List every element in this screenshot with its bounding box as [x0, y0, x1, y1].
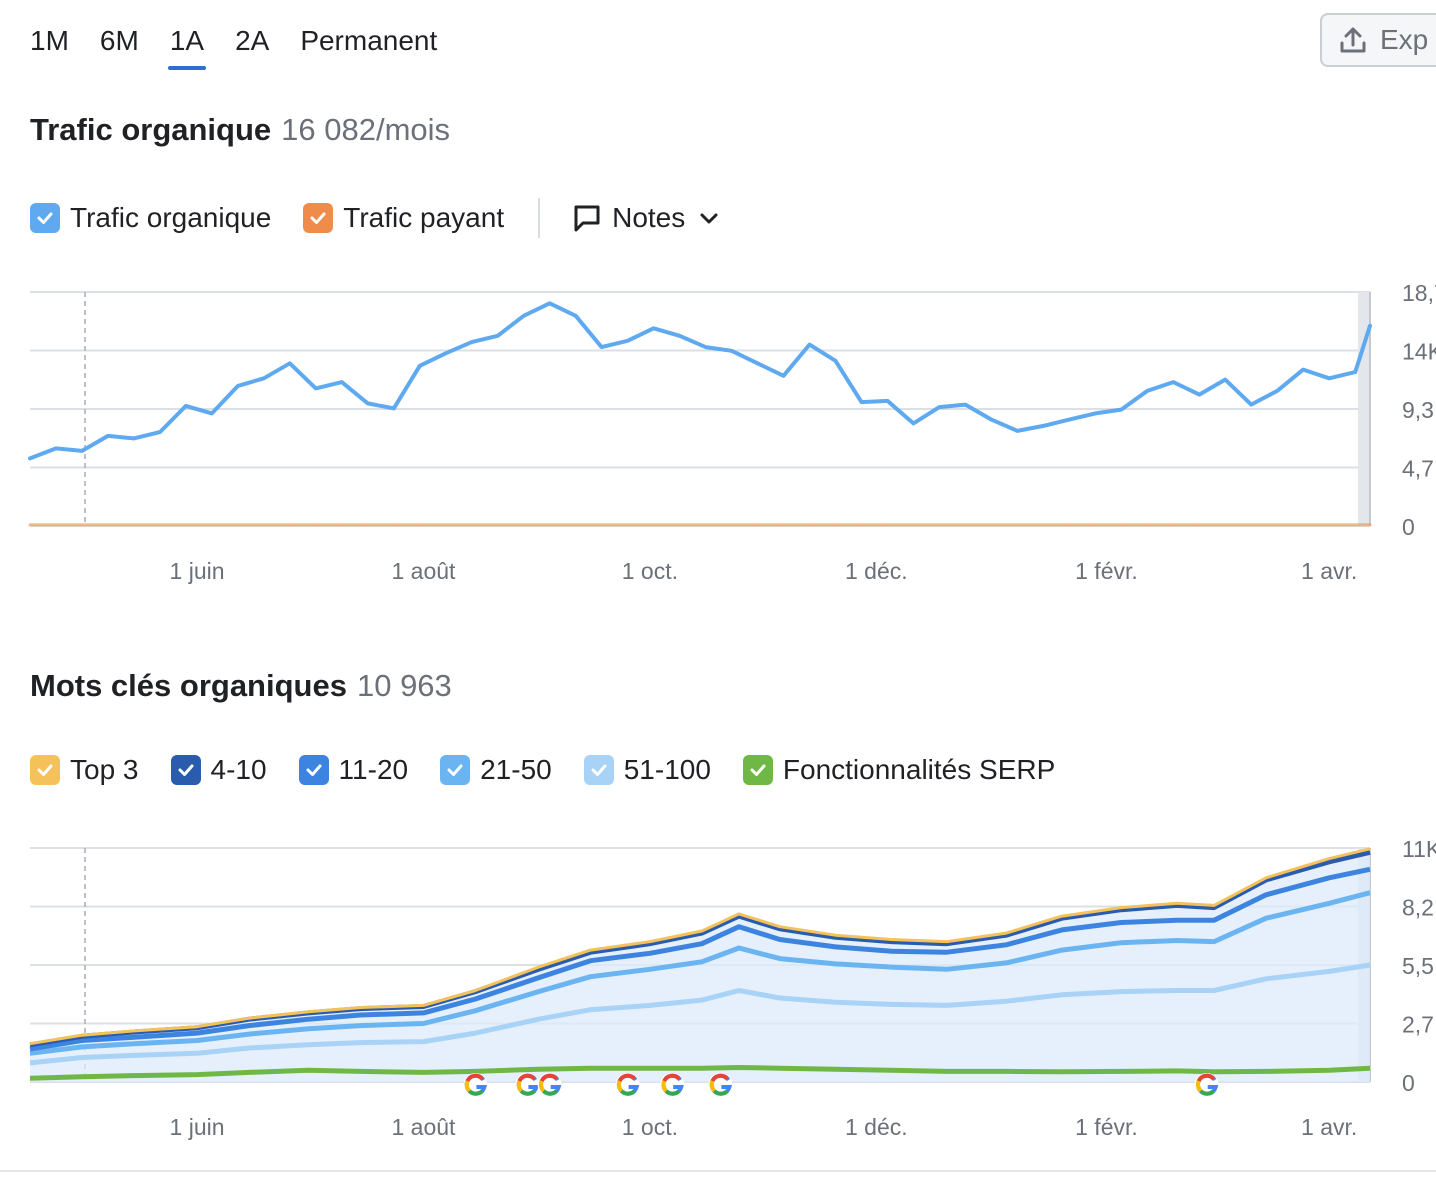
legend-fonctionnalit-s-serp[interactable]: Fonctionnalités SERP [742, 754, 1056, 786]
legend-trafic-organique[interactable]: Trafic organique [30, 202, 271, 234]
upload-icon [1340, 27, 1366, 53]
google-icon[interactable] [615, 1073, 640, 1097]
y-tick-label: 0 [1402, 514, 1415, 540]
keywords-title-label: Mots clés organiques [30, 668, 347, 703]
checkbox-icon [30, 755, 60, 785]
export-label: Exp [1380, 24, 1429, 55]
series-line-11-20 [29, 866, 1371, 1052]
x-tick-label: 1 févr. [1075, 558, 1138, 584]
keywords-title-value: 10 963 [356, 668, 452, 703]
legend-label: Trafic organique [70, 202, 272, 233]
legend-21-50[interactable]: 21-50 [440, 754, 552, 786]
tab-6m[interactable]: 6M [99, 25, 139, 56]
checkbox-icon [742, 755, 773, 785]
checkbox-icon [583, 755, 614, 785]
y-tick-label: 14K [1402, 339, 1436, 365]
tab-permanent[interactable]: Permanent [300, 25, 438, 56]
notes-dropdown[interactable]: Notes [572, 202, 721, 234]
x-tick-label: 1 août [391, 1114, 456, 1140]
legend-4-10[interactable]: 4-10 [170, 754, 267, 786]
divider [0, 1170, 1436, 1172]
x-tick-label: 1 juin [170, 558, 225, 584]
legend-label: 11-20 [338, 754, 409, 785]
x-tick-label: 1 févr. [1075, 1114, 1138, 1140]
google-icon[interactable] [660, 1073, 685, 1097]
legend-label: Fonctionnalités SERP [782, 754, 1056, 785]
checkbox-icon [303, 203, 334, 233]
traffic-title-value: 16 082/mois [281, 112, 451, 147]
legend-11-20[interactable]: 11-20 [298, 754, 409, 786]
y-tick-label: 8,2 [1402, 895, 1434, 921]
series-line-top-3 [29, 847, 1371, 1046]
traffic-title: Trafic organique 16 082/mois [30, 112, 450, 148]
keywords-legend: Top 3 4-10 11-20 21-50 51-100 Fonctionnalités… [30, 754, 1087, 786]
chevron-down-icon [700, 213, 718, 224]
legend-trafic-payant[interactable]: Trafic payant [303, 202, 504, 234]
y-tick-label: 9,3 [1402, 397, 1434, 423]
y-tick-label: 0 [1402, 1070, 1415, 1096]
notes-label: Notes [612, 202, 686, 233]
legend-label: 4-10 [210, 754, 267, 785]
comment-icon [574, 205, 600, 232]
google-icon[interactable] [708, 1073, 733, 1097]
x-tick-label: 1 oct. [622, 558, 678, 584]
checkbox-icon [170, 755, 201, 785]
legend-51-100[interactable]: 51-100 [583, 754, 711, 786]
y-tick-label: 5,5 [1402, 953, 1434, 979]
y-tick-label: 4,7 [1402, 456, 1434, 482]
x-tick-label: 1 déc. [845, 1114, 908, 1140]
legend-top-3[interactable]: Top 3 [30, 754, 139, 786]
legend-label: Top 3 [70, 754, 139, 785]
checkbox-icon [298, 755, 329, 785]
google-icon[interactable] [463, 1073, 488, 1097]
x-tick-label: 1 août [391, 558, 456, 584]
export-button[interactable]: Exp [1320, 13, 1436, 67]
traffic-chart: 18,7 14K 9,3 4,7 0 1 juin 1 août 1 oct. 1 déc. 1 … [28, 280, 1436, 584]
y-tick-label: 2,7 [1402, 1012, 1434, 1038]
legend-label: Trafic payant [343, 202, 505, 233]
x-tick-label: 1 juin [170, 1114, 225, 1140]
series-line-fonctionnalit-s-serp [29, 1065, 1371, 1081]
x-tick-label: 1 avr. [1301, 558, 1357, 584]
legend-label: 51-100 [623, 754, 711, 785]
x-tick-label: 1 oct. [622, 1114, 678, 1140]
tab-1a[interactable]: 1A [167, 22, 207, 70]
checkbox-icon [440, 755, 471, 785]
legend-divider [538, 198, 541, 238]
keywords-chart: 11K 8,2 5,5 2,7 0 1 juin 1 août 1 oct. 1 déc. 1 f… [29, 836, 1436, 1140]
series-line-51-100 [29, 962, 1371, 1066]
google-icon[interactable] [515, 1073, 540, 1097]
series-line-21-50 [29, 890, 1371, 1056]
x-tick-label: 1 avr. [1301, 1114, 1357, 1140]
period-tabs: 1M 6M 1A 2A Permanent [30, 22, 468, 70]
keywords-title: Mots clés organiques 10 963 [30, 668, 452, 704]
tab-2a[interactable]: 2A [235, 25, 270, 56]
x-tick-label: 1 déc. [845, 558, 908, 584]
tab-1m[interactable]: 1M [30, 25, 69, 56]
google-icon[interactable] [537, 1073, 562, 1097]
series-line-trafic-organique [28, 301, 1372, 461]
traffic-legend: Trafic organique Trafic payant Notes [30, 198, 721, 238]
y-tick-label: 11K [1402, 836, 1436, 862]
legend-label: 21-50 [480, 754, 552, 785]
y-tick-label: 18,7 [1402, 280, 1436, 306]
traffic-title-label: Trafic organique [30, 112, 272, 147]
checkbox-icon [30, 203, 60, 233]
google-icon[interactable] [1194, 1073, 1219, 1097]
